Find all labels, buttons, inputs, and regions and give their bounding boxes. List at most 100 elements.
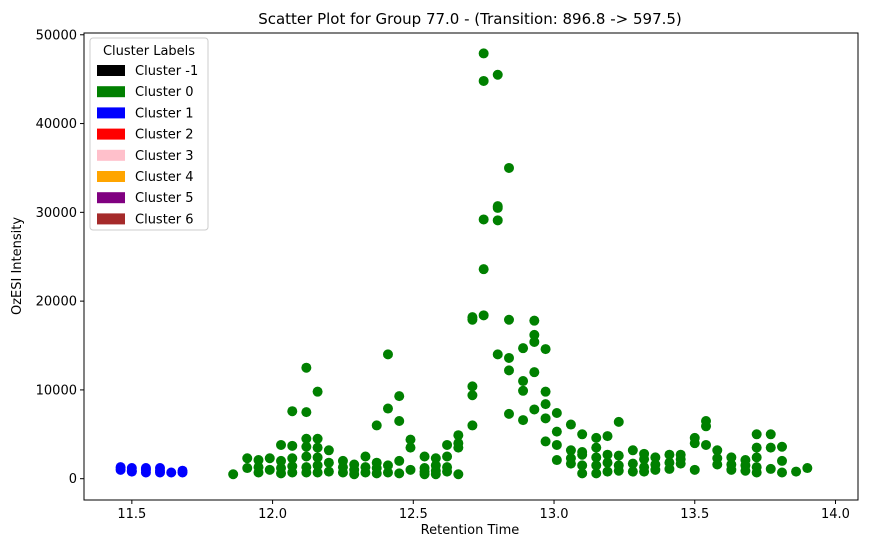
point-cluster-0 — [551, 439, 562, 450]
point-cluster-0 — [503, 408, 514, 419]
x-tick-label: 12.5 — [399, 507, 428, 522]
point-cluster-0 — [312, 442, 323, 453]
point-cluster-0 — [664, 457, 675, 468]
point-cluster-0 — [467, 312, 478, 323]
point-cluster-0 — [577, 468, 588, 479]
point-cluster-0 — [540, 344, 551, 355]
point-cluster-0 — [602, 449, 613, 460]
point-cluster-0 — [540, 386, 551, 397]
point-cluster-0 — [613, 460, 624, 471]
point-cluster-0 — [529, 315, 540, 326]
point-cluster-0 — [675, 449, 686, 460]
point-cluster-0 — [242, 463, 253, 474]
point-cluster-0 — [323, 457, 334, 468]
point-cluster-0 — [518, 376, 529, 387]
point-cluster-0 — [639, 462, 650, 473]
legend-swatch-cluster-2 — [97, 128, 125, 140]
point-cluster-0 — [382, 403, 393, 414]
point-cluster-0 — [442, 439, 453, 450]
point-cluster-0 — [518, 415, 529, 426]
legend-label-cluster-0: Cluster 0 — [135, 85, 194, 100]
point-cluster-0 — [701, 415, 712, 426]
point-cluster-0 — [765, 463, 776, 474]
legend-label-cluster-3: Cluster 3 — [135, 149, 194, 164]
point-cluster-0 — [540, 399, 551, 410]
point-cluster-0 — [529, 404, 540, 415]
point-cluster-0 — [312, 452, 323, 463]
y-tick-label: 10000 — [36, 383, 77, 398]
x-tick-label: 14.0 — [821, 507, 850, 522]
point-cluster-0 — [394, 391, 405, 402]
point-cluster-0 — [565, 419, 576, 430]
point-cluster-0 — [323, 445, 334, 456]
point-cluster-0 — [503, 162, 514, 173]
point-cluster-0 — [301, 362, 312, 373]
point-cluster-0 — [712, 445, 723, 456]
point-cluster-0 — [551, 407, 562, 418]
point-cluster-0 — [301, 451, 312, 462]
point-cluster-0 — [337, 455, 348, 466]
point-cluster-0 — [467, 381, 478, 392]
point-cluster-0 — [264, 464, 275, 475]
legend-label-cluster-1: Cluster -1 — [135, 64, 198, 79]
point-cluster-0 — [591, 442, 602, 453]
point-cluster-0 — [430, 453, 441, 464]
point-cluster-0 — [591, 452, 602, 463]
point-cluster-0 — [492, 202, 503, 213]
point-cluster-0 — [287, 440, 298, 451]
point-cluster-0 — [478, 48, 489, 59]
x-tick-label: 11.5 — [117, 507, 146, 522]
point-cluster-0 — [467, 420, 478, 431]
point-cluster-0 — [478, 310, 489, 321]
point-cluster-0 — [602, 466, 613, 477]
point-cluster-0 — [650, 452, 661, 463]
point-cluster-0 — [551, 455, 562, 466]
point-cluster-0 — [777, 441, 788, 452]
point-cluster-0 — [371, 420, 382, 431]
y-tick-label: 50000 — [36, 28, 77, 43]
point-cluster-0 — [751, 429, 762, 440]
point-cluster-0 — [751, 452, 762, 463]
point-cluster-0 — [394, 415, 405, 426]
point-cluster-0 — [453, 438, 464, 449]
point-cluster-0 — [503, 352, 514, 363]
point-cluster-0 — [405, 464, 416, 475]
point-cluster-0 — [360, 451, 371, 462]
y-axis-label: OzESI Intensity — [10, 217, 25, 315]
legend-swatch-cluster-6 — [97, 213, 125, 225]
point-cluster-1 — [115, 464, 126, 475]
point-cluster-0 — [430, 460, 441, 471]
point-cluster-0 — [382, 349, 393, 360]
point-cluster-0 — [503, 365, 514, 376]
y-tick-label: 30000 — [36, 206, 77, 221]
legend-swatch-cluster-3 — [97, 149, 125, 161]
point-cluster-0 — [312, 460, 323, 471]
point-cluster-1 — [154, 467, 165, 478]
point-cluster-0 — [419, 463, 430, 474]
point-cluster-0 — [394, 455, 405, 466]
point-cluster-0 — [540, 413, 551, 424]
point-cluster-0 — [518, 343, 529, 354]
point-cluster-0 — [613, 450, 624, 461]
point-cluster-0 — [529, 367, 540, 378]
point-cluster-0 — [577, 429, 588, 440]
legend-swatch-cluster-0 — [97, 86, 125, 98]
point-cluster-0 — [765, 442, 776, 453]
point-cluster-0 — [565, 453, 576, 464]
legend-label-cluster-6: Cluster 6 — [135, 212, 194, 227]
point-cluster-0 — [323, 466, 334, 477]
point-cluster-0 — [791, 466, 802, 477]
point-cluster-0 — [777, 455, 788, 466]
point-cluster-0 — [453, 469, 464, 480]
legend-swatch-cluster-5 — [97, 192, 125, 204]
point-cluster-0 — [228, 469, 239, 480]
legend-label-cluster-4: Cluster 4 — [135, 170, 194, 185]
y-tick-label: 0 — [69, 472, 77, 487]
legend-items: Cluster -1 Cluster 0 Cluster 1 Cluster 2 Clu… — [97, 64, 198, 227]
point-cluster-1 — [140, 467, 151, 478]
point-cluster-0 — [613, 416, 624, 427]
point-cluster-0 — [492, 69, 503, 80]
point-cluster-0 — [276, 439, 287, 450]
point-cluster-0 — [287, 453, 298, 464]
